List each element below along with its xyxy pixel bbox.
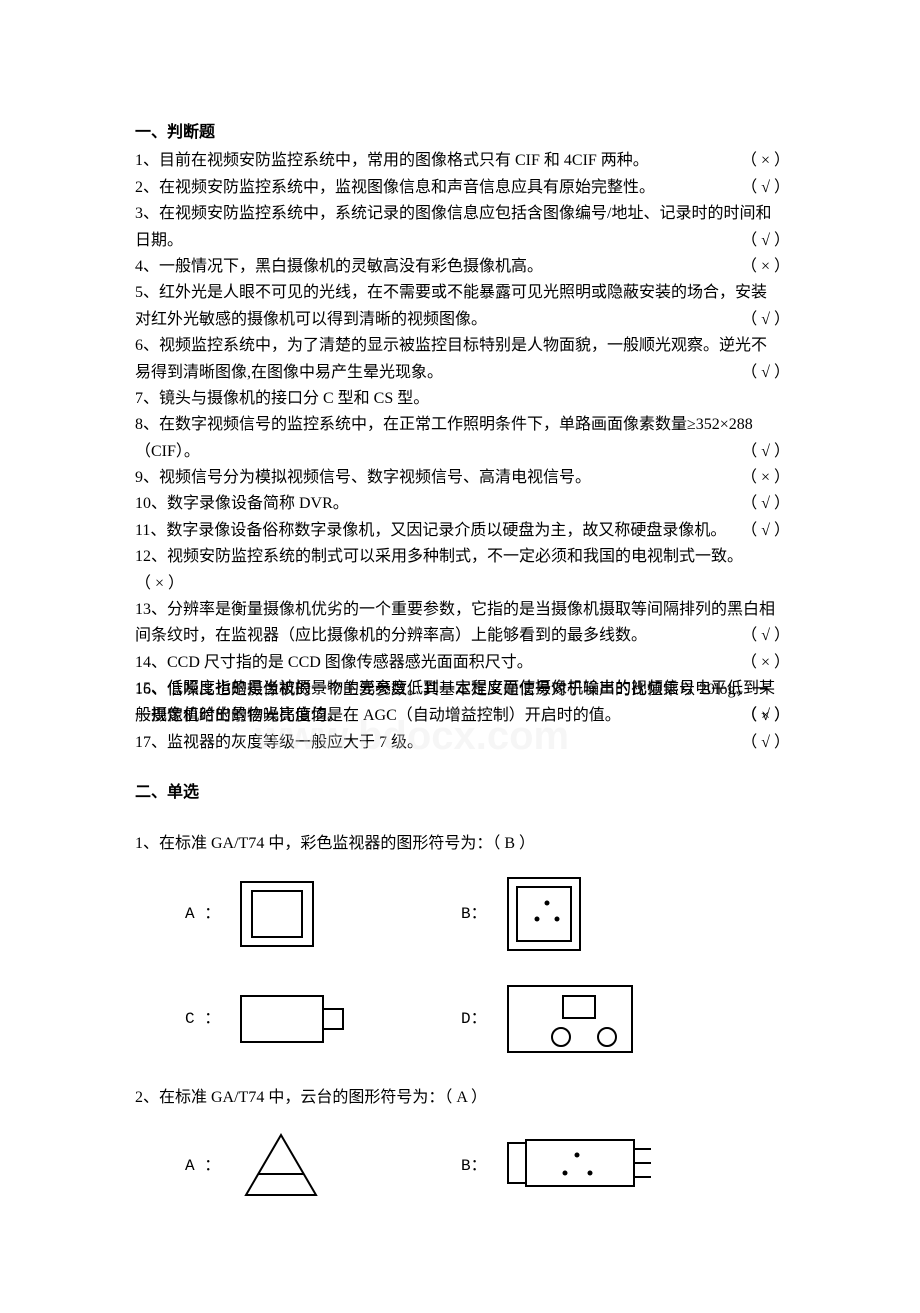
monitor-bw-icon: [238, 879, 316, 949]
tf-item-cont: 易得到清晰图像,在图像中易产生晕光现象。 （ √ ）: [135, 360, 790, 386]
mc-question-text: 2、在标准 GA/T74 中，云台的图形符号为：（ A ）: [135, 1085, 790, 1111]
tf-section-title: 一、判断题: [135, 120, 790, 146]
tf-text: 7、镜头与摄像机的接口分 C 型和 CS 型。: [135, 390, 429, 407]
tf-item: 12、视频安防监控系统的制式可以采用多种制式，不一定必须和我国的电视制式一致。: [135, 544, 790, 570]
mc-option-label: B：: [461, 1153, 487, 1179]
section-tf: 一、判断题 1、目前在视频安防监控系统中，常用的图像格式只有 CIF 和 4CI…: [135, 120, 790, 756]
mc-option: C ：: [185, 993, 425, 1045]
tf-item-cont: （CIF）。 （ √ ）: [135, 439, 790, 465]
mc-option-label: B：: [461, 901, 487, 927]
tf-text: 间条纹时，在监视器（应比摄像机的分辨率高）上能够看到的最多线数。: [135, 627, 647, 644]
mc-option-row: A ： B：: [185, 1129, 790, 1203]
decoder-icon: [505, 1137, 655, 1195]
mc-option-label: C ：: [185, 1006, 220, 1032]
tf-text: 12、视频安防监控系统的制式可以采用多种制式，不一定必须和我国的电视制式一致。: [135, 548, 743, 565]
tf-item: 8、在数字视频信号的监控系统中，在正常工作照明条件下，单路画面像素数量≥352×…: [135, 412, 790, 438]
tf-item-cont: 对红外光敏感的摄像机可以得到清晰的视频图像。 （ √ ）: [135, 307, 790, 333]
tf-item: 5、红外光是人眼不可见的光线，在不需要或不能暴露可见光照明或隐蔽安装的场合，安装: [135, 280, 790, 306]
mc-option-label: D：: [461, 1006, 487, 1032]
tf-text: 5、红外光是人眼不可见的光线，在不需要或不能暴露可见光照明或隐蔽安装的场合，安装: [135, 284, 767, 301]
mc-option: D：: [461, 983, 701, 1055]
tf-answer: （ × ）: [741, 465, 790, 491]
tf-item: 1、目前在视频安防监控系统中，常用的图像格式只有 CIF 和 4CIF 两种。 （…: [135, 148, 790, 174]
tf-text: 易得到清晰图像,在图像中易产生晕光现象。: [135, 364, 443, 381]
tf-answer: （ √ ）: [741, 518, 790, 544]
tf-item: 13、分辨率是衡量摄像机优劣的一个重要参数，它指的是当摄像机摄取等间隔排列的黑白…: [135, 597, 790, 623]
tf-item-cont: （ × ）: [135, 571, 790, 597]
tf-item-cont: 般摄像机给出的信噪比值均是在 AGC（自动增益控制）开启时的值。 （ × ）: [135, 703, 790, 729]
tf-item: 11、数字录像设备俗称数字录像机，又因记录介质以硬盘为主，故又称硬盘录像机。 （ …: [135, 518, 790, 544]
tf-text: 14、CCD 尺寸指的是 CCD 图像传感器感光面面积尺寸。: [135, 654, 533, 671]
tf-answer: （ √ ）: [741, 228, 790, 254]
tf-text: 9、视频信号分为模拟视频信号、数字视频信号、高清电视信号。: [135, 469, 591, 486]
mc-option: B：: [461, 1137, 701, 1195]
tf-text: （ × ）: [135, 575, 184, 592]
tf-item: 2、在视频安防监控系统中，监视图像信息和声音信息应具有原始完整性。 （ √ ）: [135, 175, 790, 201]
tf-answer: （ × ）: [741, 650, 790, 676]
mc-option-label: A ：: [185, 901, 220, 927]
tf-answer: （ × ）: [741, 148, 790, 174]
tf-item-cont: 间条纹时，在监视器（应比摄像机的分辨率高）上能够看到的最多线数。 （ √ ）: [135, 623, 790, 649]
mc-option: A ：: [185, 879, 425, 949]
tf-text: 16、信噪比也是摄像机的一个主要参数。其基本定义是信号对于噪声的比值乘以 20l…: [135, 681, 767, 698]
tf-text: 17、监视器的灰度等级一般应大于 7 级。: [135, 734, 423, 751]
tf-text: 8、在数字视频信号的监控系统中，在正常工作照明条件下，单路画面像素数量≥352×…: [135, 416, 753, 433]
tf-item: 9、视频信号分为模拟视频信号、数字视频信号、高清电视信号。 （ × ）: [135, 465, 790, 491]
tf-list: 1、目前在视频安防监控系统中，常用的图像格式只有 CIF 和 4CIF 两种。 （…: [135, 148, 790, 756]
tf-answer: （ × ）: [741, 703, 790, 729]
tf-text: 6、视频监控系统中，为了清楚的显示被监控目标特别是人物面貌，一般顺光观察。逆光不: [135, 337, 767, 354]
tf-text: 1、目前在视频安防监控系统中，常用的图像格式只有 CIF 和 4CIF 两种。: [135, 152, 649, 169]
tf-answer: （ √ ）: [741, 730, 790, 756]
tf-text: 对红外光敏感的摄像机可以得到清晰的视频图像。: [135, 311, 487, 328]
tf-text: 10、数字录像设备简称 DVR。: [135, 495, 349, 512]
mc-option-row: C ： D：: [185, 983, 790, 1055]
camera-icon: [238, 993, 348, 1045]
tf-text: 3、在视频安防监控系统中，系统记录的图像信息应包括含图像编号/地址、记录时的时间…: [135, 205, 771, 222]
monitor-color-icon: [505, 875, 583, 953]
tf-text: （CIF）。: [135, 443, 200, 460]
tf-item: 4、一般情况下，黑白摄像机的灵敏高没有彩色摄像机高。 （ × ）: [135, 254, 790, 280]
tf-item: 7、镜头与摄像机的接口分 C 型和 CS 型。: [135, 386, 790, 412]
tf-text: 般摄像机给出的信噪比值均是在 AGC（自动增益控制）开启时的值。: [135, 707, 621, 724]
tf-item: 17、监视器的灰度等级一般应大于 7 级。 （ √ ）: [135, 730, 790, 756]
tf-text: 2、在视频安防监控系统中，监视图像信息和声音信息应具有原始完整性。: [135, 179, 655, 196]
tf-answer: （ × ）: [741, 254, 790, 280]
tf-text: 4、一般情况下，黑白摄像机的灵敏高没有彩色摄像机高。: [135, 258, 543, 275]
mc-option-label: A ：: [185, 1153, 220, 1179]
tf-item-cont: 日期。 （ √ ）: [135, 228, 790, 254]
tf-text: 日期。: [135, 232, 183, 249]
mc-section-title: 二、单选: [135, 780, 790, 806]
mc-option-row: A ： B：: [185, 875, 790, 953]
tf-answer: （ √ ）: [741, 360, 790, 386]
pantilt-icon: [238, 1129, 324, 1203]
tf-answer: （ √ ）: [741, 175, 790, 201]
mc-option: A ：: [185, 1129, 425, 1203]
tf-answer: （ √ ）: [741, 623, 790, 649]
tf-item: 6、视频监控系统中，为了清楚的显示被监控目标特别是人物面貌，一般顺光观察。逆光不: [135, 333, 790, 359]
tf-text: 11、数字录像设备俗称数字录像机，又因记录介质以硬盘为主，故又称硬盘录像机。: [135, 522, 726, 539]
mc-list: 1、在标准 GA/T74 中，彩色监视器的图形符号为：（ B ） A ： B： C ：…: [135, 831, 790, 1204]
tf-text: 13、分辨率是衡量摄像机优劣的一个重要参数，它指的是当摄像机摄取等间隔排列的黑白…: [135, 601, 775, 618]
mc-question-text: 1、在标准 GA/T74 中，彩色监视器的图形符号为：（ B ）: [135, 831, 790, 857]
tf-item: 14、CCD 尺寸指的是 CCD 图像传感器感光面面积尺寸。 （ × ）: [135, 650, 790, 676]
tf-answer: （ √ ）: [741, 307, 790, 333]
tf-item: 10、数字录像设备简称 DVR。 （ √ ）: [135, 491, 790, 517]
tf-item: 16、信噪比也是摄像机的一个主要参数。其基本定义是信号对于噪声的比值乘以 20l…: [135, 677, 790, 703]
device-box-icon: [505, 983, 635, 1055]
tf-answer: （ √ ）: [741, 491, 790, 517]
mc-option: B：: [461, 875, 701, 953]
tf-item: 3、在视频安防监控系统中，系统记录的图像信息应包括含图像编号/地址、记录时的时间…: [135, 201, 790, 227]
tf-answer: （ √ ）: [741, 439, 790, 465]
section-mc: 二、单选 1、在标准 GA/T74 中，彩色监视器的图形符号为：（ B ） A ：…: [135, 780, 790, 1203]
